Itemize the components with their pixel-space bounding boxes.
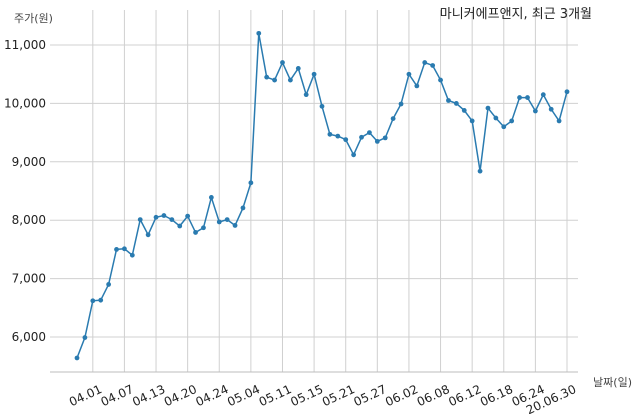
data-point xyxy=(453,101,459,106)
data-point xyxy=(201,225,206,231)
data-point xyxy=(343,137,349,143)
data-point xyxy=(169,217,175,223)
x-axis-title: 날짜(일) xyxy=(593,375,632,389)
data-point xyxy=(208,195,214,200)
data-point xyxy=(422,60,428,65)
data-point xyxy=(382,135,388,141)
data-point xyxy=(517,95,522,100)
data-point xyxy=(264,74,270,80)
data-point xyxy=(272,77,277,83)
data-point xyxy=(485,105,491,111)
data-point xyxy=(153,214,159,220)
data-point xyxy=(295,65,301,71)
data-point xyxy=(232,223,238,228)
data-point xyxy=(248,180,254,186)
price-series-points xyxy=(74,30,570,361)
data-point xyxy=(90,298,96,304)
data-point xyxy=(556,118,562,124)
data-point xyxy=(82,335,88,340)
data-point xyxy=(461,108,467,113)
y-tick-labels: 6,000 7,000 8,000 9,000 10,000 11,000 xyxy=(4,38,46,344)
data-point xyxy=(193,230,198,235)
data-point xyxy=(335,133,341,139)
data-point xyxy=(98,297,104,303)
chart-title: 마니커에프앤지, 최근 3개월 xyxy=(440,7,592,22)
data-point xyxy=(493,115,499,121)
data-point xyxy=(106,282,112,287)
data-point xyxy=(216,219,222,225)
y-tick-label: 6,000 xyxy=(12,330,46,344)
data-point xyxy=(185,213,191,219)
y-tick-label: 10,000 xyxy=(4,96,46,110)
data-point xyxy=(532,108,538,114)
price-series-line xyxy=(76,33,568,359)
data-point xyxy=(548,106,554,112)
y-tick-label: 7,000 xyxy=(12,272,46,286)
data-point xyxy=(374,138,380,144)
data-point xyxy=(509,118,515,124)
data-point xyxy=(390,116,396,121)
data-point xyxy=(287,77,293,83)
data-point xyxy=(469,118,475,124)
data-point xyxy=(438,77,443,83)
data-point xyxy=(327,131,333,137)
data-point xyxy=(319,103,325,109)
data-point xyxy=(367,130,372,136)
data-point xyxy=(177,223,183,229)
data-point xyxy=(406,71,412,77)
data-point xyxy=(303,92,309,98)
data-point xyxy=(161,213,167,218)
x-tick-labels: 04.0104.0704.1304.2004.2405.0405.1105.15… xyxy=(67,382,578,414)
data-point xyxy=(114,246,119,252)
data-point xyxy=(540,92,546,98)
data-point xyxy=(280,60,285,65)
data-point xyxy=(311,71,317,77)
y-axis-title: 주가(원) xyxy=(14,12,53,25)
y-tick-label: 8,000 xyxy=(12,213,46,227)
data-point xyxy=(224,217,230,223)
data-point xyxy=(129,252,135,258)
data-point xyxy=(525,95,530,100)
data-point xyxy=(145,232,151,238)
data-point xyxy=(240,205,246,211)
data-point xyxy=(414,83,420,89)
y-tick-label: 11,000 xyxy=(4,38,46,52)
data-point xyxy=(74,355,80,361)
data-point xyxy=(256,30,262,36)
data-point xyxy=(122,246,127,252)
data-point xyxy=(137,217,143,223)
data-point xyxy=(477,168,483,174)
data-point xyxy=(501,124,507,130)
vertical-gridlines xyxy=(92,10,568,372)
data-point xyxy=(351,152,357,158)
data-point xyxy=(398,101,404,107)
data-point xyxy=(359,134,364,140)
data-point xyxy=(430,63,436,68)
y-tick-label: 9,000 xyxy=(12,155,46,169)
data-point xyxy=(564,89,570,95)
data-point xyxy=(446,98,451,103)
